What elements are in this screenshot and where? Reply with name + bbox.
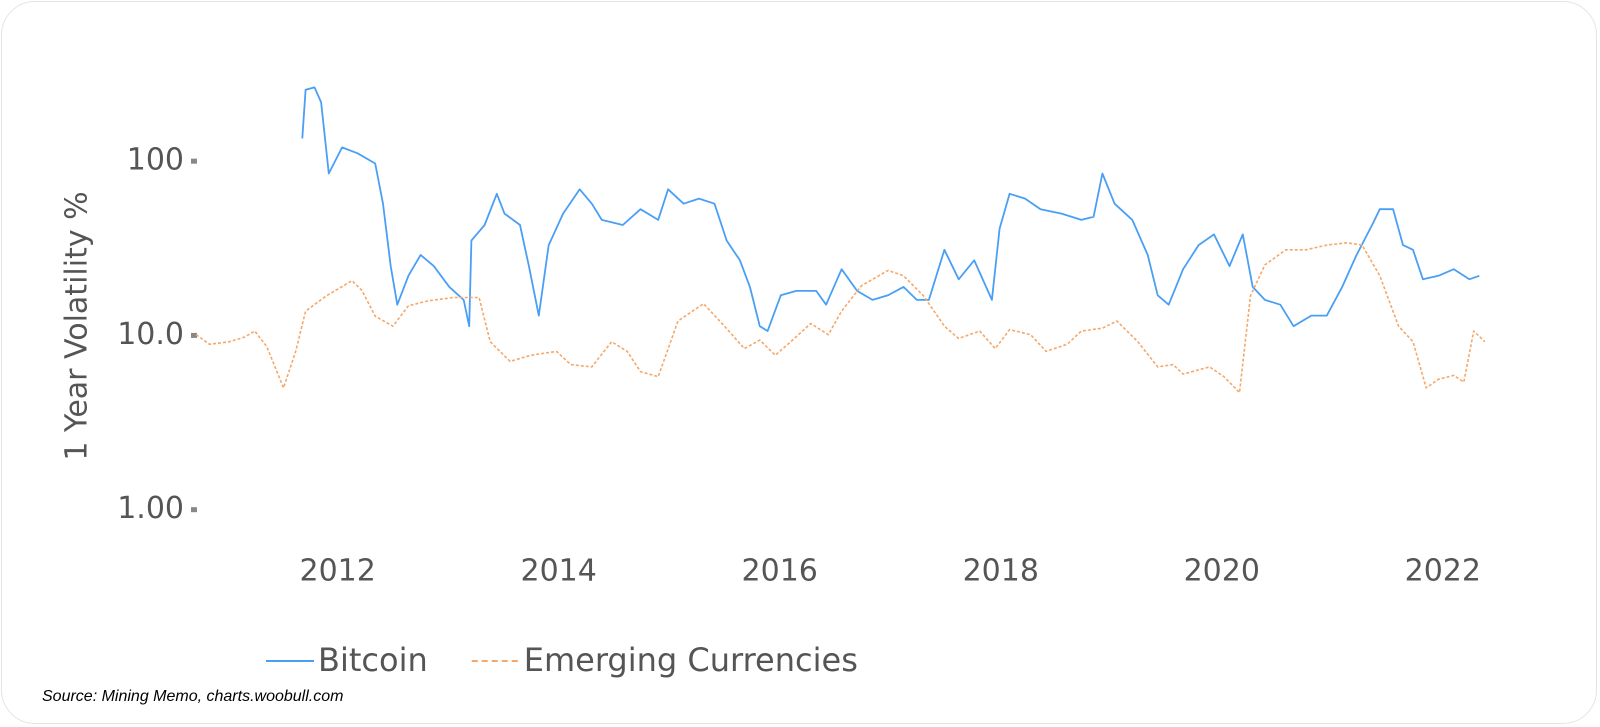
x-tick-label: 2016 — [742, 554, 818, 589]
y-tick-label: 100 — [127, 143, 184, 178]
x-tick-label: 2014 — [521, 554, 597, 589]
legend-label: Bitcoin — [318, 641, 428, 679]
x-tick-label: 2018 — [963, 554, 1039, 589]
source-note: Source: Mining Memo, charts.woobull.com — [42, 688, 343, 705]
y-tick-label: 1.00 — [117, 491, 184, 526]
x-tick-label: 2020 — [1184, 554, 1260, 589]
x-tick-label: 2012 — [299, 554, 375, 589]
series-line — [195, 242, 1486, 394]
x-tick-label: 2022 — [1405, 554, 1481, 589]
legend-label: Emerging Currencies — [524, 641, 858, 679]
y-tick-label: 10.0 — [117, 317, 184, 352]
series-line — [301, 86, 1480, 332]
y-axis-label: 1 Year Volatility % — [60, 191, 95, 460]
